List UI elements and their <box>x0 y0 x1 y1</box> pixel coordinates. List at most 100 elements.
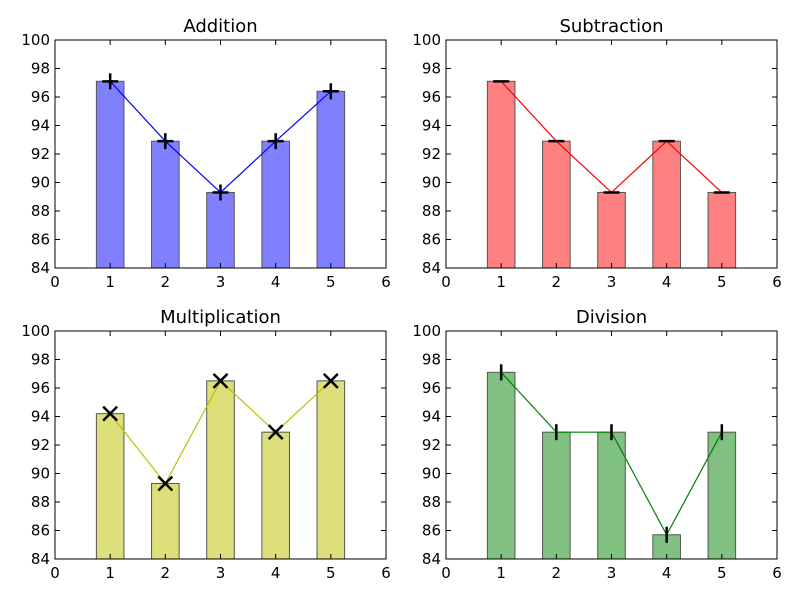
y-tick-label: 98 <box>422 351 441 369</box>
y-tick-label: 90 <box>422 174 441 192</box>
x-tick-label: 6 <box>772 564 782 582</box>
x-tick-label: 5 <box>326 273 336 291</box>
y-tick-label: 84 <box>422 259 441 277</box>
bar <box>597 431 626 560</box>
x-tick-label: 1 <box>105 273 115 291</box>
y-tick-label: 86 <box>31 522 50 540</box>
x-tick-label: 0 <box>50 273 60 291</box>
bar <box>707 191 737 269</box>
y-tick-label: 88 <box>31 202 50 220</box>
x-tick-label: 3 <box>216 564 226 582</box>
bar <box>316 380 346 560</box>
bar <box>206 380 235 560</box>
series-line <box>500 80 723 194</box>
y-tick-label: 88 <box>422 493 441 511</box>
data-point-marker <box>212 372 229 389</box>
y-tick-label: 90 <box>422 465 441 483</box>
y-tick-label: 98 <box>31 60 50 78</box>
data-point-marker <box>102 405 119 422</box>
subplot-title: Multiplication <box>160 307 281 328</box>
data-point-marker <box>157 133 174 150</box>
bar <box>542 140 571 269</box>
series-line <box>109 80 332 194</box>
y-tick-label: 84 <box>31 550 50 568</box>
x-tick-label: 6 <box>772 273 782 291</box>
bar <box>486 371 516 560</box>
x-tick-label: 2 <box>552 564 562 582</box>
x-tick-label: 5 <box>326 564 336 582</box>
y-tick-label: 100 <box>412 322 441 340</box>
y-tick-label: 96 <box>31 379 50 397</box>
y-tick-label: 100 <box>21 322 50 340</box>
y-tick-label: 94 <box>422 408 441 426</box>
bar <box>261 140 290 269</box>
y-tick-label: 90 <box>31 174 50 192</box>
x-tick-label: 5 <box>717 273 727 291</box>
marker-stroke <box>212 372 229 389</box>
bar <box>95 413 125 560</box>
y-tick-label: 94 <box>31 408 50 426</box>
x-tick-label: 4 <box>662 273 672 291</box>
bar <box>151 140 180 269</box>
marker-stroke <box>322 372 339 389</box>
x-tick-label: 4 <box>271 273 281 291</box>
bar <box>597 191 626 269</box>
x-tick-label: 4 <box>271 564 281 582</box>
bar <box>95 80 125 269</box>
data-point-marker <box>267 424 284 441</box>
y-tick-label: 98 <box>31 351 50 369</box>
x-tick-label: 6 <box>381 273 391 291</box>
subplot-title: Division <box>576 307 647 328</box>
y-tick-label: 88 <box>422 202 441 220</box>
y-tick-label: 90 <box>31 465 50 483</box>
data-point-marker <box>102 73 119 90</box>
y-tick-label: 94 <box>422 117 441 135</box>
y-tick-label: 96 <box>422 379 441 397</box>
y-tick-label: 100 <box>21 31 50 49</box>
marker-stroke <box>157 475 174 492</box>
y-tick-label: 96 <box>422 88 441 106</box>
subplot-division: 0 1 2 3 4 5 6 84 86 88 90 92 94 96 98 100 Division <box>412 307 781 582</box>
subplot-subtraction: 0 1 2 3 4 5 6 84 86 88 90 92 94 96 98 100 Subtraction <box>412 16 781 291</box>
bar <box>206 191 235 269</box>
x-tick-label: 1 <box>105 564 115 582</box>
y-tick-label: 100 <box>412 31 441 49</box>
y-tick-label: 86 <box>422 522 441 540</box>
data-point-marker <box>322 83 339 100</box>
subplot-title: Addition <box>183 16 257 37</box>
y-tick-label: 92 <box>422 145 441 163</box>
data-point-marker <box>212 184 229 201</box>
y-tick-label: 86 <box>422 231 441 249</box>
y-tick-label: 84 <box>31 259 50 277</box>
x-tick-label: 2 <box>161 273 171 291</box>
data-point-marker <box>267 133 284 150</box>
x-tick-label: 2 <box>161 564 171 582</box>
y-tick-label: 94 <box>31 117 50 135</box>
y-tick-label: 88 <box>31 493 50 511</box>
y-tick-label: 84 <box>422 550 441 568</box>
x-tick-label: 1 <box>496 273 506 291</box>
x-tick-label: 1 <box>496 564 506 582</box>
x-tick-label: 0 <box>441 273 451 291</box>
y-tick-label: 92 <box>31 145 50 163</box>
bar <box>261 431 290 560</box>
y-tick-label: 92 <box>422 436 441 454</box>
subplot-title: Subtraction <box>559 16 663 37</box>
marker-stroke <box>267 424 284 441</box>
data-point-marker <box>157 475 174 492</box>
bar <box>151 482 180 560</box>
subplot-multiplication: 0 1 2 3 4 5 6 84 86 88 90 92 94 96 98 100 Multiplication <box>21 307 390 582</box>
y-tick-label: 86 <box>31 231 50 249</box>
y-tick-label: 96 <box>31 88 50 106</box>
x-tick-label: 2 <box>552 273 562 291</box>
subplot-addition: 0 1 2 3 4 5 6 84 86 88 90 92 94 96 98 100 Addition <box>21 16 390 291</box>
bar <box>542 431 571 560</box>
data-point-marker <box>322 372 339 389</box>
bar <box>486 80 516 269</box>
x-tick-label: 0 <box>50 564 60 582</box>
x-tick-label: 0 <box>441 564 451 582</box>
y-tick-label: 98 <box>422 60 441 78</box>
y-tick-label: 92 <box>31 436 50 454</box>
